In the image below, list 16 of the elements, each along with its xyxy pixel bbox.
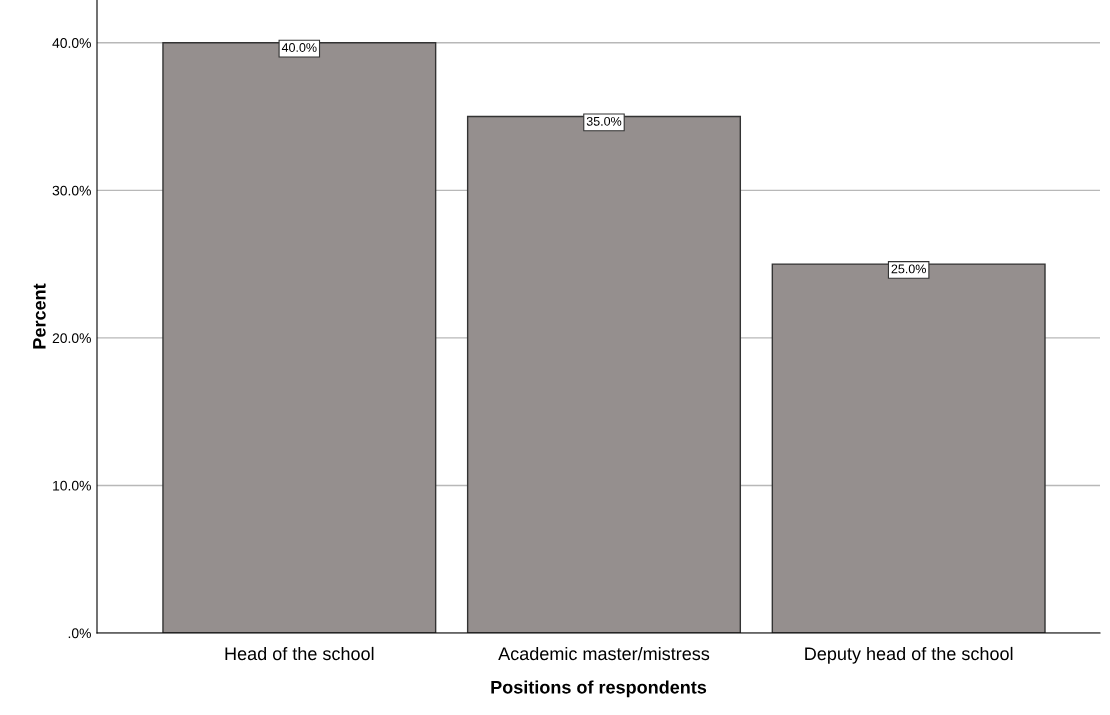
y-tick-label: 10.0% bbox=[53, 480, 91, 491]
y-tick-label: .0% bbox=[68, 628, 91, 639]
data-label: 25.0% bbox=[891, 264, 926, 274]
y-tick-label: 20.0% bbox=[52, 333, 91, 344]
x-tick-label: Academic master/mistress bbox=[498, 646, 710, 661]
y-tick-label: 40.0% bbox=[52, 38, 91, 48]
y-tick-label: 30.0% bbox=[52, 185, 91, 196]
y-axis-title: Percent bbox=[33, 283, 46, 349]
bar bbox=[771, 263, 1046, 633]
data-label: 40.0% bbox=[281, 43, 317, 52]
x-tick-label: Head of the school bbox=[225, 646, 374, 661]
x-tick-label: Deputy head of the school bbox=[805, 646, 1013, 664]
bar bbox=[162, 42, 437, 633]
data-label: 35.0% bbox=[586, 116, 622, 126]
x-axis-title: Positions of respondents bbox=[491, 680, 707, 698]
bar bbox=[466, 115, 742, 633]
